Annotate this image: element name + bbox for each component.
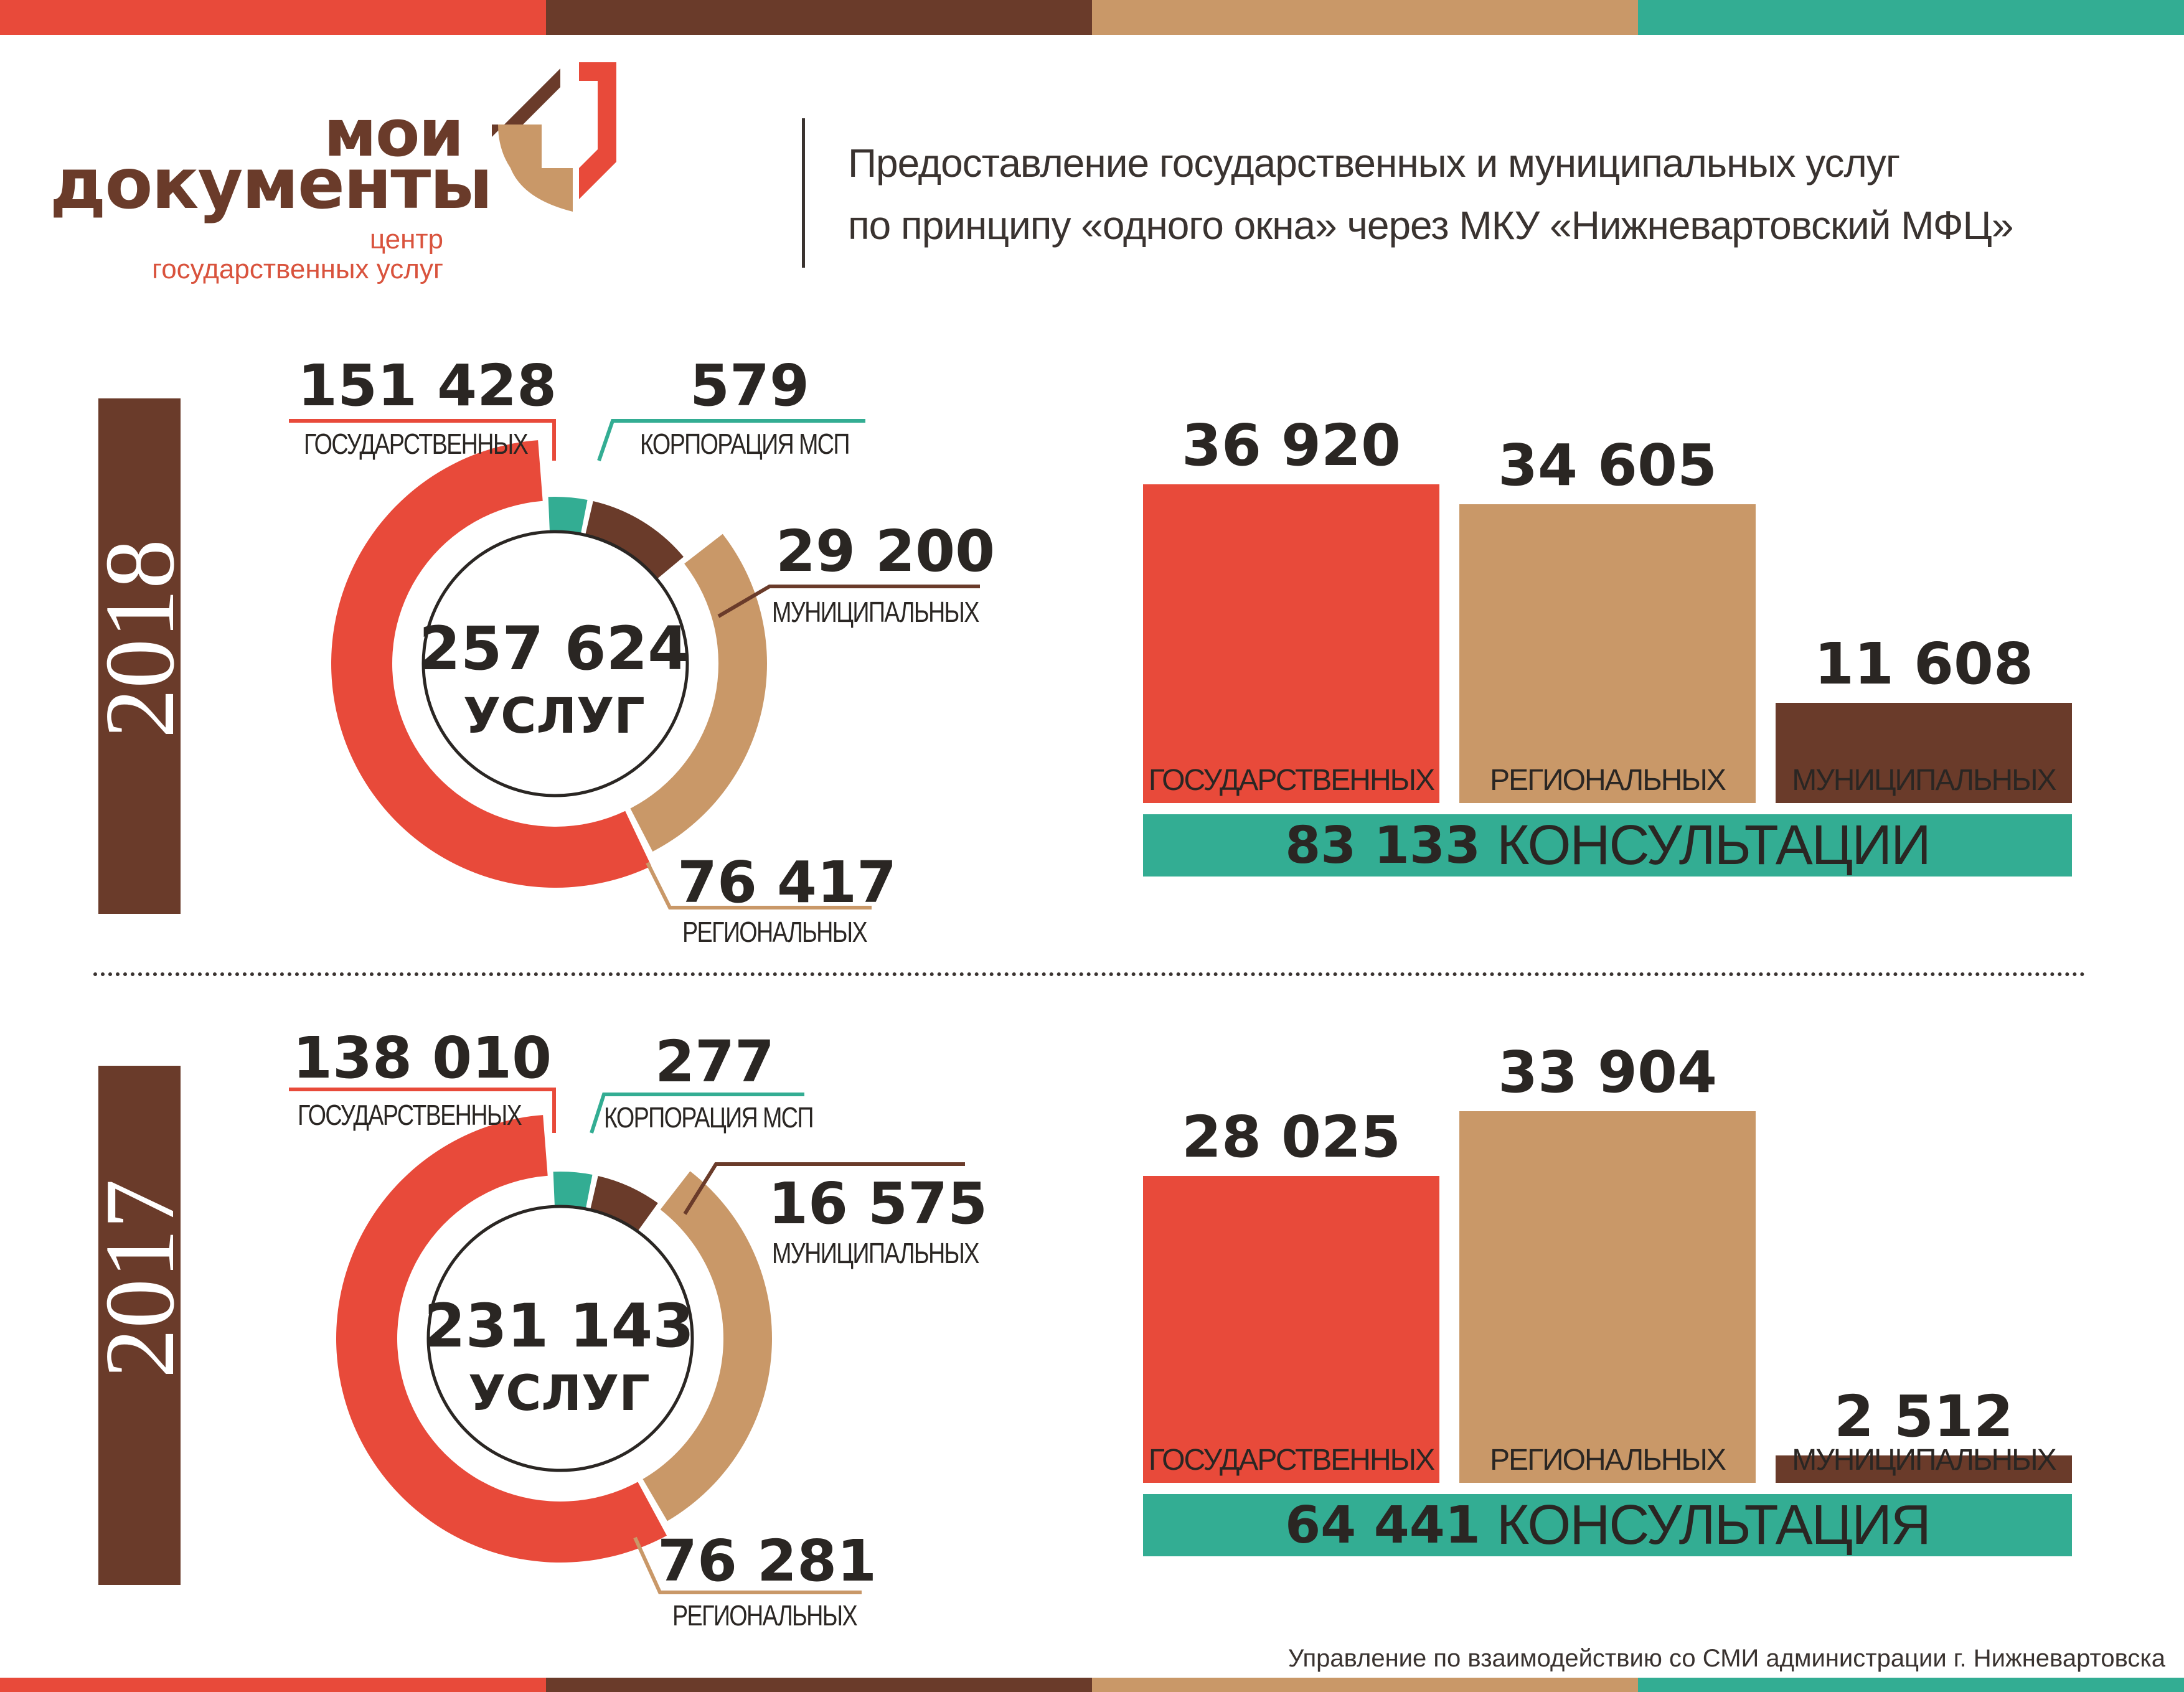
donut-2017-msp-value: 277 <box>655 1028 775 1095</box>
leader-2017-reg <box>633 1536 862 1594</box>
donut-2017-mun-label: МУНИЦИПАЛЬНЫХ <box>772 1237 979 1269</box>
donut-2017-reg-label: РЕГИОНАЛЬНЫХ <box>672 1599 858 1632</box>
bar-2018-value-1: 34 605 <box>1497 432 1718 499</box>
header-divider <box>802 118 805 268</box>
bar-2017-value-2: 2 512 <box>1833 1383 2014 1450</box>
bar-2017-label-0: ГОСУДАРСТВЕННЫХ <box>1148 1444 1435 1477</box>
donut-2018-mun-label: МУНИЦИПАЛЬНЫХ <box>772 596 979 628</box>
consultations-2018-label: КОНСУЛЬТАЦИИ <box>1497 814 1931 877</box>
donut-2017-center-ring <box>426 1205 694 1472</box>
leader-2017-msp <box>590 1093 804 1134</box>
donut-2018-slice-2 <box>630 533 767 852</box>
logo-text-moi: мои <box>324 95 464 171</box>
bar-2017-2 <box>1776 1455 2072 1483</box>
donut-2017-mun-value: 16 575 <box>768 1170 988 1237</box>
logo-subtitle-services: государственных услуг <box>152 254 443 284</box>
donut-2017-gov-value: 138 010 <box>293 1025 552 1091</box>
bar-2018-label-2: МУНИЦИПАЛЬНЫХ <box>1792 764 2056 797</box>
donut-2018-total: 257 624 <box>418 614 690 684</box>
consultations-2017: 64 441 КОНСУЛЬТАЦИЯ <box>1143 1494 2072 1556</box>
bar-2018-label-0: ГОСУДАРСТВЕННЫХ <box>1148 764 1435 797</box>
donut-2018-reg-label: РЕГИОНАЛЬНЫХ <box>682 916 868 948</box>
consultations-2017-label: КОНСУЛЬТАЦИЯ <box>1496 1493 1931 1556</box>
footer-credit: Управление по взаимодействию со СМИ адми… <box>1287 1645 2165 1672</box>
donut-2018-gov-value: 151 428 <box>298 352 557 419</box>
logo-emblem-icon <box>492 62 616 212</box>
leader-2017-gov <box>289 1088 556 1133</box>
bar-2017-value-1: 33 904 <box>1497 1039 1718 1106</box>
bar-2017-value-0: 28 025 <box>1181 1104 1401 1170</box>
page-title-line-1: Предоставление государственных и муницип… <box>848 141 1900 186</box>
donut-2018-center-ring <box>421 530 689 797</box>
donut-2017-reg-value: 76 281 <box>657 1528 877 1594</box>
donut-2017-total: 231 143 <box>423 1291 695 1361</box>
donut-2018-mun-value: 29 200 <box>776 518 996 585</box>
donut-2017-slice-1 <box>590 1175 658 1232</box>
bar-2018-0 <box>1143 484 1439 803</box>
donut-2018-slice-1 <box>585 501 684 580</box>
bar-2017-label-2: МУНИЦИПАЛЬНЫХ <box>1792 1444 2056 1477</box>
leader-2018-mun <box>717 585 980 618</box>
bar-2018-1 <box>1459 504 1756 803</box>
bar-2017-label-1: РЕГИОНАЛЬНЫХ <box>1490 1444 1726 1477</box>
moi-dokumenty-logo: мои документы центр государственных услу… <box>50 56 647 305</box>
year-bar-2017: 2017 <box>84 1066 195 1585</box>
donut-2018-msp-label: КОРПОРАЦИЯ МСП <box>640 428 850 460</box>
donut-2018-total-unit: УСЛУГ <box>463 689 645 745</box>
section-separator <box>93 972 2086 976</box>
donut-2017-slice-0 <box>553 1171 593 1209</box>
donut-2017-total-unit: УСЛУГ <box>468 1366 650 1422</box>
donut-2018-msp-value: 579 <box>690 352 810 419</box>
donut-2018-gov-label: ГОСУДАРСТВЕННЫХ <box>304 428 529 460</box>
donut-chart-2018 <box>289 419 980 909</box>
donut-2017-slice-2 <box>642 1171 772 1521</box>
donut-2017-slice-3 <box>336 1115 667 1563</box>
bar-2018-value-0: 36 920 <box>1181 412 1401 479</box>
donut-2018-slice-3 <box>331 440 652 888</box>
bar-2018-label-1: РЕГИОНАЛЬНЫХ <box>1490 764 1726 797</box>
consultations-2018: 83 133 КОНСУЛЬТАЦИИ <box>1143 814 2072 877</box>
page-title-line-2: по принципу «одного окна» через МКУ «Ниж… <box>848 203 2013 248</box>
bar-2018-value-2: 11 608 <box>1814 631 2034 697</box>
leader-2018-msp <box>597 419 865 461</box>
bar-2017-0 <box>1143 1176 1439 1483</box>
bar-2018-2 <box>1776 703 2072 803</box>
consultations-2018-value: 83 133 <box>1285 815 1481 875</box>
leader-2018-reg <box>646 862 872 909</box>
leader-2018-gov <box>289 419 556 461</box>
page-title: Предоставление государственных и муницип… <box>848 132 2013 256</box>
donut-2018-slice-0 <box>548 497 588 534</box>
leader-2017-mun <box>683 1162 965 1215</box>
donut-2017-msp-label: КОРПОРАЦИЯ МСП <box>604 1101 814 1134</box>
bar-2017-1 <box>1459 1111 1756 1483</box>
bottom-color-strip <box>0 1678 2184 1692</box>
consultations-2017-value: 64 441 <box>1285 1495 1480 1555</box>
year-bar-2018: 2018 <box>84 398 195 914</box>
logo-text-documents: документы <box>50 144 493 225</box>
donut-2018-reg-value: 76 417 <box>677 849 897 916</box>
donut-2017-gov-label: ГОСУДАРСТВЕННЫХ <box>298 1099 522 1131</box>
top-color-strip <box>0 0 2184 35</box>
logo-subtitle-center: центр <box>369 224 443 255</box>
